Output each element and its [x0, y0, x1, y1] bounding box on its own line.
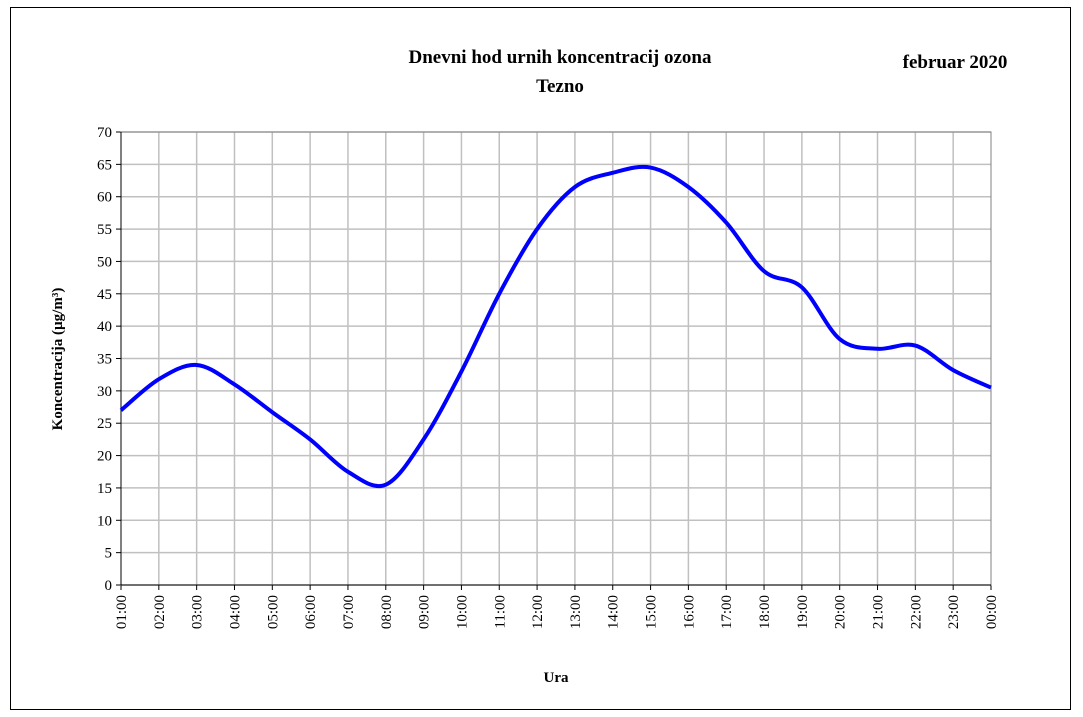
y-tick-label: 35: [97, 352, 112, 368]
y-tick-label: 70: [97, 125, 112, 141]
x-tick-label: 20:00: [833, 595, 849, 629]
y-tick-label: 30: [97, 384, 112, 400]
chart-subtitle: Tezno: [536, 76, 584, 97]
x-tick-label: 11:00: [492, 595, 508, 629]
chart-title: Dnevni hod urnih koncentracij ozona: [409, 47, 712, 68]
y-tick-label: 65: [97, 157, 112, 173]
y-tick-label: 25: [97, 416, 112, 432]
y-tick-label: 55: [97, 222, 112, 238]
x-tick-label: 13:00: [568, 595, 584, 629]
x-tick-label: 07:00: [341, 595, 357, 629]
annotation: februar 2020: [903, 52, 1008, 73]
x-tick-label: 18:00: [757, 595, 773, 629]
x-tick-label: 14:00: [606, 595, 622, 629]
x-tick-label: 19:00: [795, 595, 811, 629]
y-tick-label: 50: [97, 254, 112, 270]
y-tick-label: 15: [97, 481, 112, 497]
x-tick-label: 06:00: [303, 595, 319, 629]
y-tick-label: 40: [97, 319, 112, 335]
x-tick-label: 12:00: [530, 595, 546, 629]
y-tick-label: 45: [97, 287, 112, 303]
x-tick-label: 03:00: [190, 595, 206, 629]
x-axis-label: Ura: [544, 670, 569, 686]
y-tick-label: 0: [105, 578, 113, 594]
x-tick-label: 00:00: [984, 595, 1000, 629]
x-tick-label: 16:00: [681, 595, 697, 629]
x-tick-label: 15:00: [644, 595, 660, 629]
x-tick-label: 05:00: [265, 595, 281, 629]
x-tick-label: 08:00: [379, 595, 395, 629]
x-tick-label: 22:00: [908, 595, 924, 629]
y-tick-label: 10: [97, 513, 112, 529]
x-tick-label: 21:00: [871, 595, 887, 629]
y-tick-label: 60: [97, 190, 112, 206]
x-tick-label: 17:00: [719, 595, 735, 629]
y-axis-label: Koncentracija (µg/m³): [50, 288, 66, 431]
y-tick-label: 20: [97, 449, 112, 465]
x-tick-label: 10:00: [454, 595, 470, 629]
data-line: [119, 164, 992, 489]
x-tick-label: 02:00: [152, 595, 168, 629]
x-tick-label: 01:00: [114, 595, 130, 629]
x-tick-label: 04:00: [227, 595, 243, 629]
y-tick-label: 5: [105, 546, 113, 562]
x-tick-label: 09:00: [417, 595, 433, 629]
x-tick-label: 23:00: [946, 595, 962, 629]
